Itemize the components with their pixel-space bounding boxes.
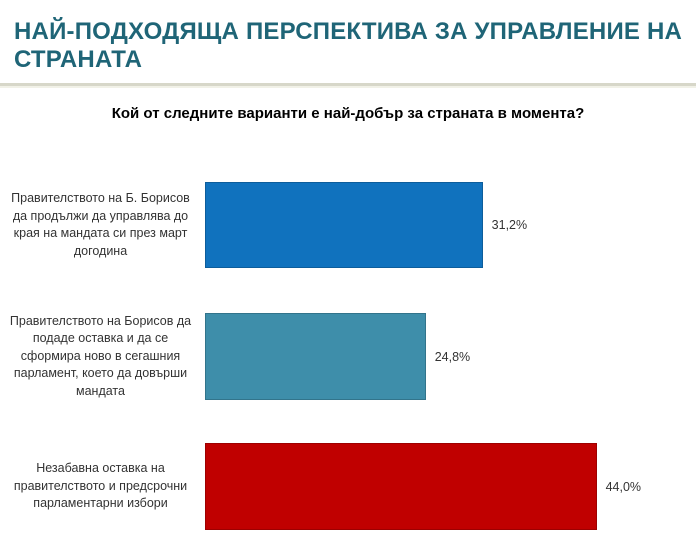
bar — [205, 443, 597, 530]
bar-label: Правителството на Борисов да подаде оста… — [9, 313, 192, 398]
chart-row: Незабавна оставка на правителството и пр… — [0, 443, 696, 530]
bar-value: 31,2% — [491, 218, 528, 232]
bar-label: Правителството на Б. Борисов да продължи… — [11, 191, 190, 258]
chart-row: Правителството на Б. Борисов да продължи… — [0, 182, 696, 268]
page-title: НАЙ-ПОДХОДЯЩА ПЕРСПЕКТИВА ЗА УПРАВЛЕНИЕ … — [14, 18, 683, 74]
chart-question: Кой от следните варианти е най-добър за … — [111, 105, 585, 122]
bar-value: 24,8% — [434, 349, 471, 364]
bar — [205, 313, 426, 400]
bar — [205, 182, 483, 268]
bar-label: Незабавна оставка на правителството и пр… — [13, 461, 188, 511]
bar-value: 44,0% — [605, 479, 642, 494]
chart-row: Правителството на Борисов да подаде оста… — [0, 313, 696, 400]
title-divider — [0, 83, 696, 88]
